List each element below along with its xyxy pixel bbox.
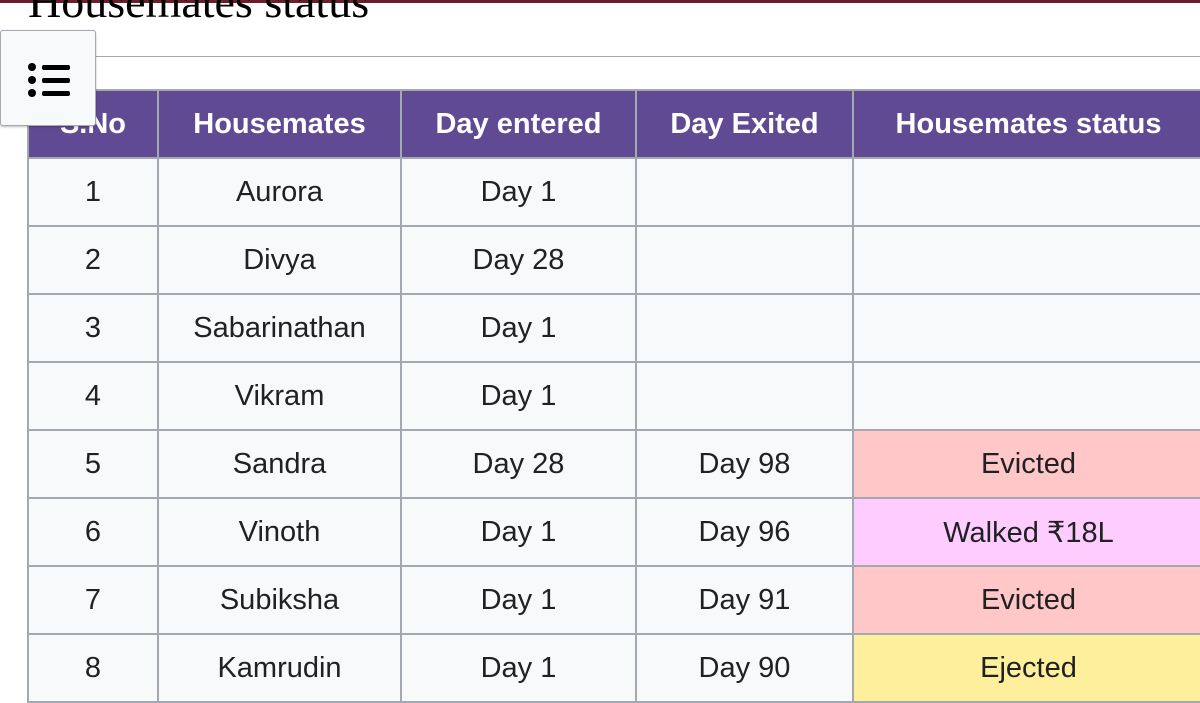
cell-day-exited: Day 90 [635,633,854,703]
cell-day-exited [635,293,854,363]
table-row: 7 Subiksha Day 1 Day 91 Evicted [27,565,1200,635]
cell-sno: 8 [27,633,159,703]
cell-day-entered: Day 28 [400,225,637,295]
cell-housemate-name: Vinoth [157,497,402,567]
housemates-table: S.No Housemates Day entered Day Exited H… [27,89,1200,703]
cell-housemate-name: Aurora [157,157,402,227]
header-day-entered: Day entered [400,89,637,159]
cell-day-exited [635,157,854,227]
cell-housemate-name: Kamrudin [157,633,402,703]
cell-status [852,157,1200,227]
cell-status [852,225,1200,295]
table-row: 4 Vikram Day 1 [27,361,1200,431]
cell-housemate-name: Divya [157,225,402,295]
cell-sno: 3 [27,293,159,363]
cell-day-exited: Day 96 [635,497,854,567]
cell-housemate-name: Sabarinathan [157,293,402,363]
status-badge-walked: Walked ₹18L [852,497,1200,567]
list-icon [28,62,70,98]
table-of-contents-button[interactable] [0,30,96,126]
cell-day-entered: Day 1 [400,497,637,567]
cell-sno: 7 [27,565,159,635]
cell-day-entered: Day 1 [400,157,637,227]
cell-day-exited [635,361,854,431]
top-border-strip [0,0,1200,3]
cell-sno: 4 [27,361,159,431]
table-header-row: S.No Housemates Day entered Day Exited H… [27,89,1200,159]
cell-day-entered: Day 1 [400,565,637,635]
cell-sno: 1 [27,157,159,227]
status-badge-ejected: Ejected [852,633,1200,703]
section-heading: Housemates status [28,0,370,27]
header-day-exited: Day Exited [635,89,854,159]
cell-day-exited: Day 91 [635,565,854,635]
heading-divider [28,56,1200,57]
cell-sno: 5 [27,429,159,499]
table-row: 8 Kamrudin Day 1 Day 90 Ejected [27,633,1200,703]
cell-status [852,361,1200,431]
cell-day-entered: Day 1 [400,633,637,703]
header-housemates-status: Housemates status [852,89,1200,159]
cell-sno: 6 [27,497,159,567]
table-row: 3 Sabarinathan Day 1 [27,293,1200,363]
cell-day-exited [635,225,854,295]
cell-housemate-name: Vikram [157,361,402,431]
cell-day-entered: Day 1 [400,293,637,363]
status-badge-evicted: Evicted [852,429,1200,499]
header-housemates: Housemates [157,89,402,159]
cell-day-entered: Day 1 [400,361,637,431]
status-badge-evicted: Evicted [852,565,1200,635]
cell-day-exited: Day 98 [635,429,854,499]
cell-housemate-name: Sandra [157,429,402,499]
cell-sno: 2 [27,225,159,295]
cell-day-entered: Day 28 [400,429,637,499]
cell-housemate-name: Subiksha [157,565,402,635]
cell-status [852,293,1200,363]
table-row: 5 Sandra Day 28 Day 98 Evicted [27,429,1200,499]
table-row: 1 Aurora Day 1 [27,157,1200,227]
table-row: 2 Divya Day 28 [27,225,1200,295]
table-row: 6 Vinoth Day 1 Day 96 Walked ₹18L [27,497,1200,567]
